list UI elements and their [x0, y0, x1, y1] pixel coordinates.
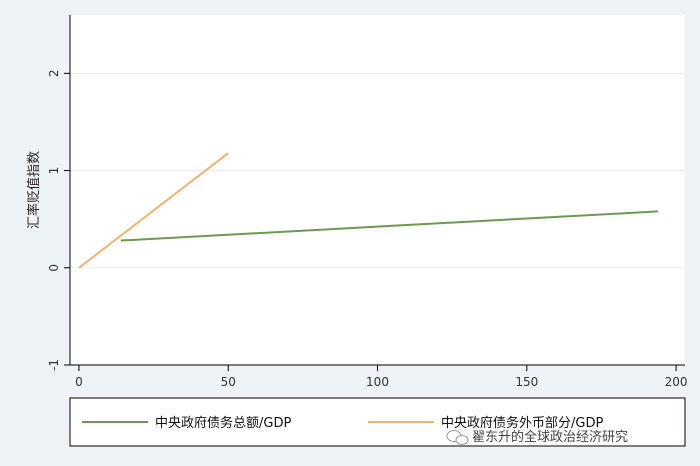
y-tick-label-0: 0: [47, 264, 61, 272]
x-tick-label-50: 50: [221, 375, 236, 389]
y-axis-title: 汇率贬值指数: [26, 151, 42, 229]
legend-label-series-1: 中央政府债务总额/GDP: [155, 415, 291, 431]
watermark-text: 翟东升的全球政治经济研究: [472, 429, 628, 445]
y-tick-label--1: -1: [47, 359, 61, 371]
x-tick-label-100: 100: [366, 375, 389, 389]
legend: 中央政府债务总额/GDP 中央政府债务外币部分/GDP: [69, 397, 686, 447]
series-line-2: [78, 152, 229, 269]
x-tick-label-0: 0: [75, 375, 83, 389]
y-axis-ticks: -1 0 1 2: [47, 70, 70, 371]
x-tick-label-200: 200: [665, 375, 688, 389]
legend-label-series-2: 中央政府债务外币部分/GDP: [441, 415, 603, 431]
y-tick-label-2: 2: [47, 70, 61, 78]
grid-lines: [70, 72, 685, 269]
watermark: 翟东升的全球政治经济研究: [446, 429, 628, 445]
wechat-icon: [446, 430, 469, 445]
series-line-1: [120, 210, 659, 242]
plot-area: [70, 15, 685, 365]
y-tick-label-1: 1: [47, 167, 61, 175]
x-tick-label-150: 150: [515, 375, 538, 389]
series-lines: [78, 152, 659, 269]
x-axis-ticks: 0 50 100 150 200: [75, 365, 687, 389]
